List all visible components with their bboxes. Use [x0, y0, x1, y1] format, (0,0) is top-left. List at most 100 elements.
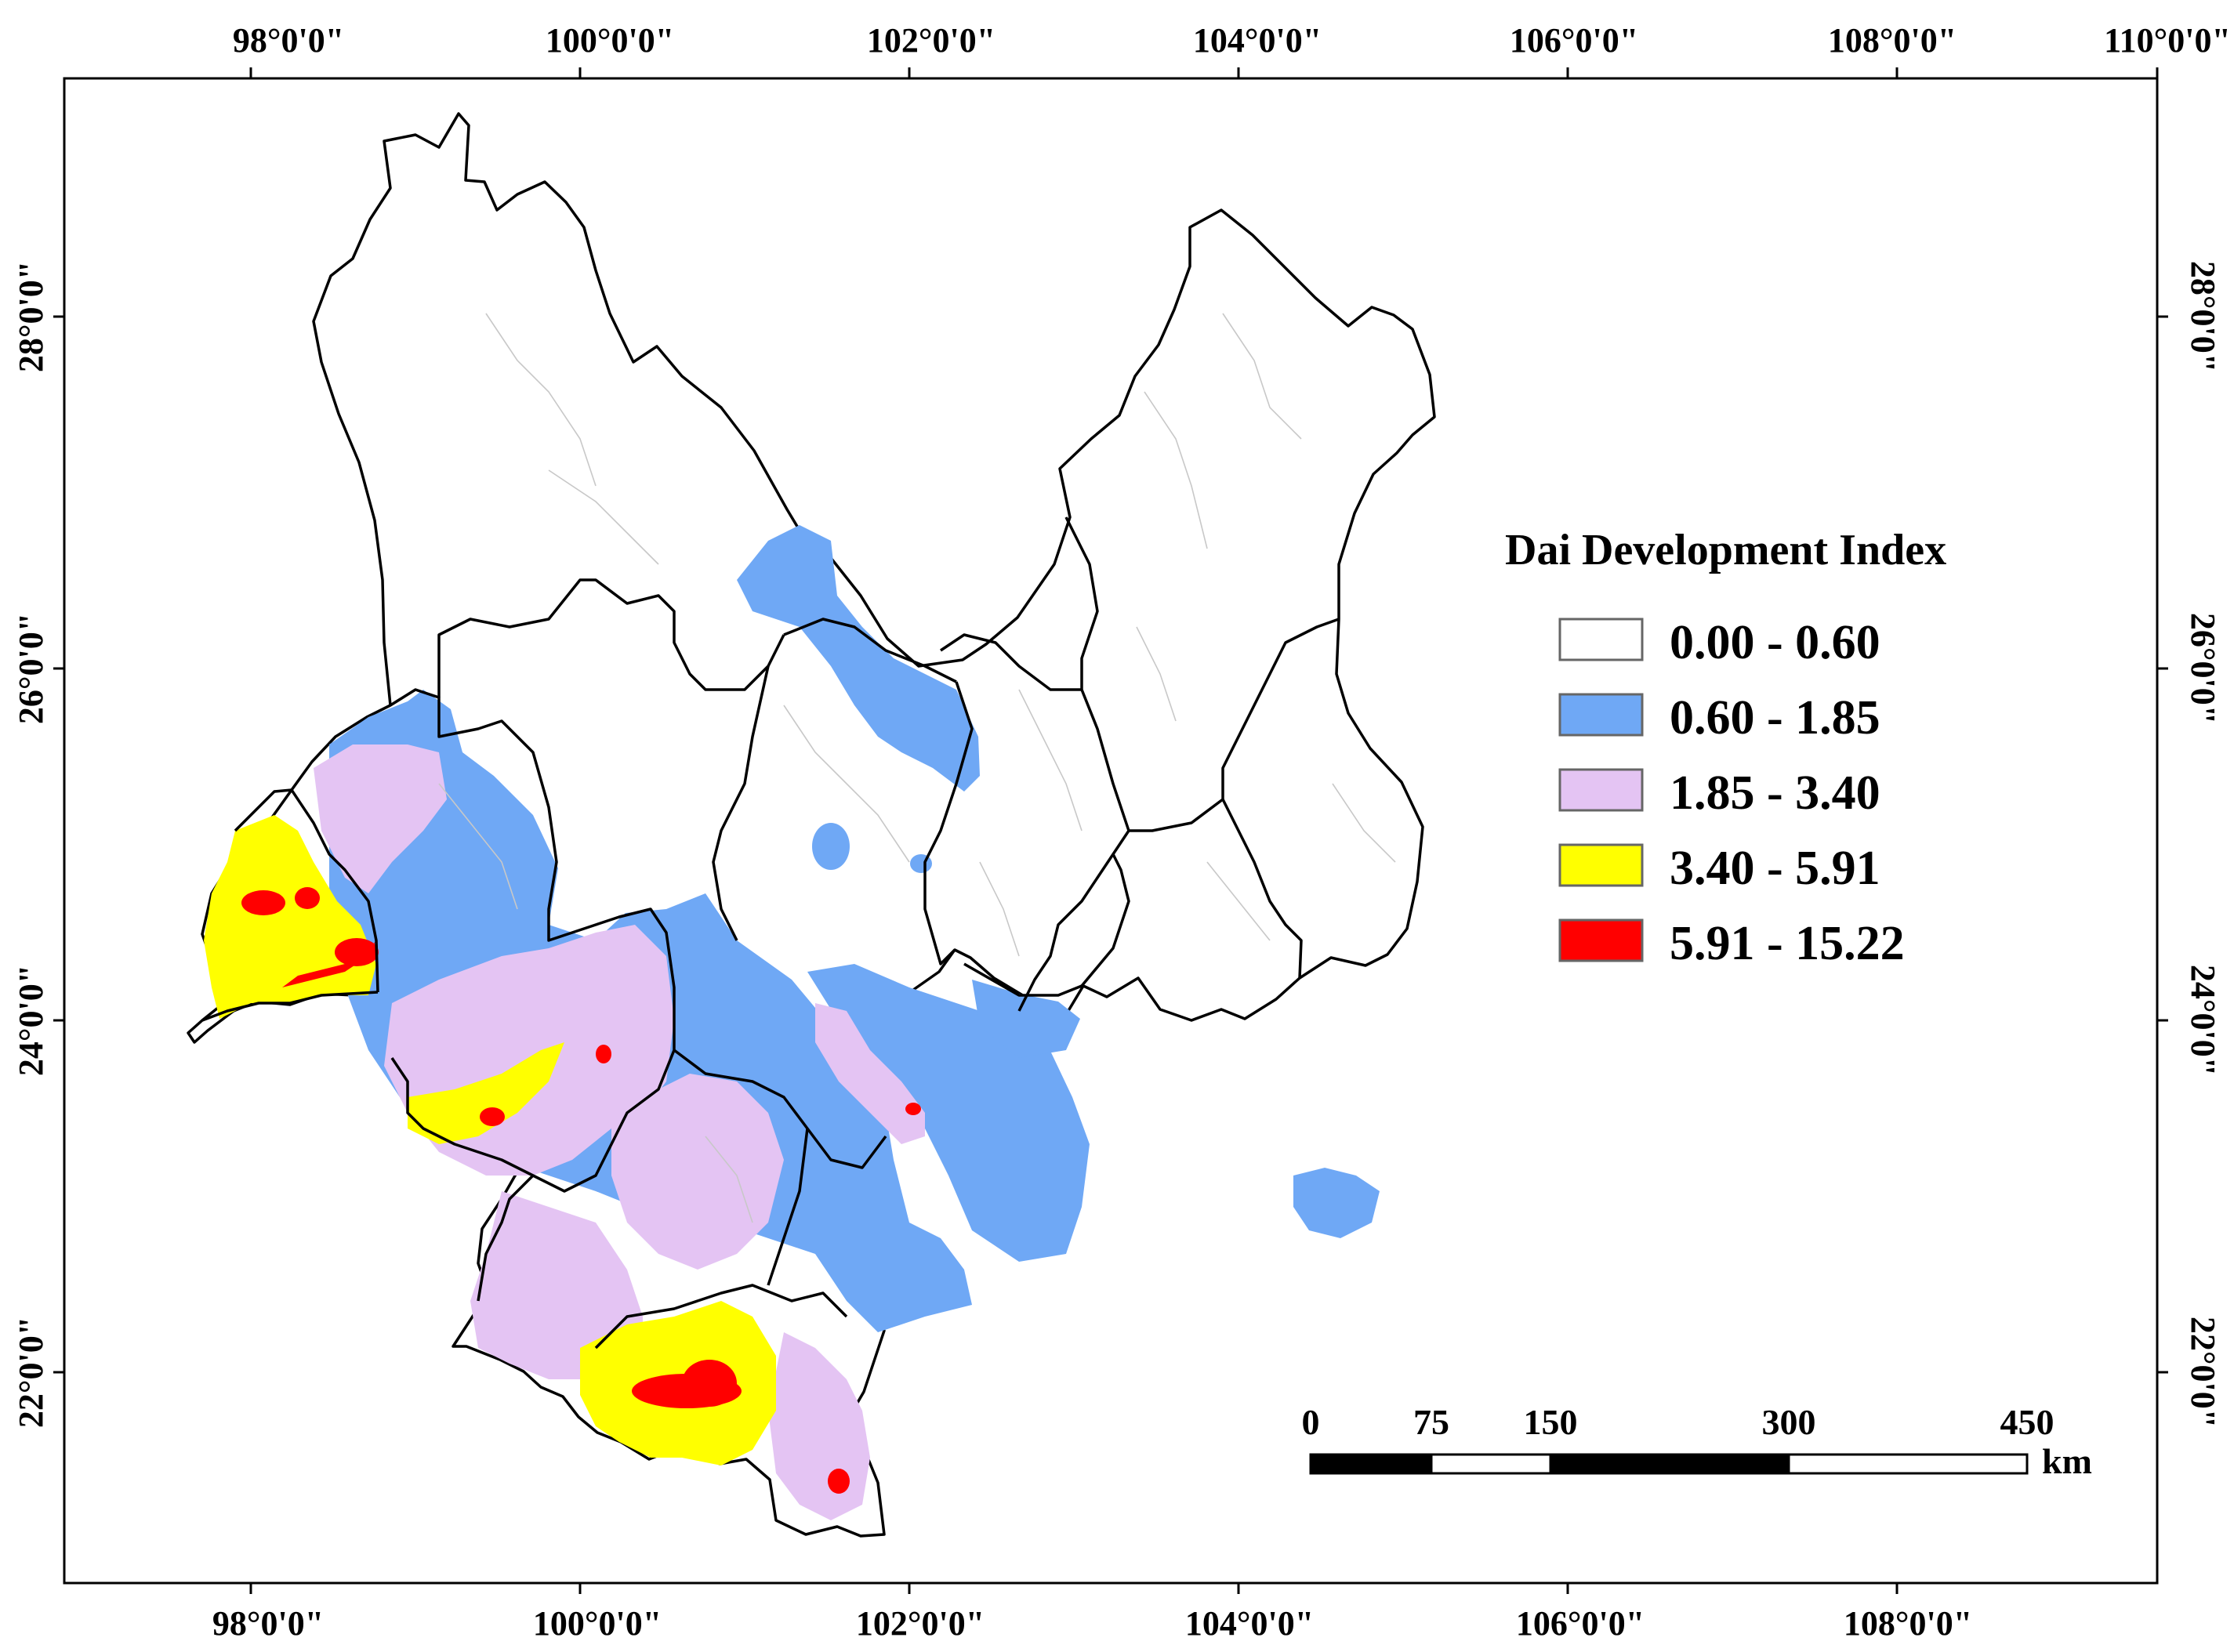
prefecture-line — [1017, 618, 1340, 1012]
right-axis-labels: 28°0'0" 26°0'0" 24°0'0" 22°0'0" — [2184, 261, 2222, 1428]
scale-tick-label: 0 — [1302, 1402, 1320, 1442]
legend-label: 5.91 - 15.22 — [1670, 917, 1905, 970]
prefecture-boundaries — [201, 516, 1340, 1349]
bottom-tick-label: 104°0'0" — [1185, 1604, 1314, 1643]
county-line — [438, 783, 518, 910]
county-line — [1206, 861, 1271, 941]
prefecture-line — [963, 962, 1083, 997]
legend-item: 5.91 - 15.22 — [1558, 917, 1905, 970]
red-hotspot — [682, 1360, 737, 1407]
bottom-tick-label: 108°0'0" — [1844, 1604, 1972, 1643]
legend-item: 0.00 - 0.60 — [1558, 616, 1880, 669]
southwest-yellow-zone — [408, 1042, 564, 1144]
prefecture-line — [290, 789, 379, 993]
legend-label: 0.60 - 1.85 — [1670, 691, 1880, 744]
county-line — [705, 1136, 753, 1223]
red-hotspot — [335, 938, 379, 966]
top-tick-label: 106°0'0" — [1510, 21, 1638, 60]
blue-spot — [812, 823, 850, 870]
north-blue-zone — [737, 525, 980, 792]
county-line — [1136, 626, 1177, 722]
county-boundaries — [438, 313, 1396, 1223]
prefecture-line — [940, 633, 1082, 691]
legend-swatch — [1558, 693, 1644, 737]
top-tick-label: 100°0'0" — [546, 21, 674, 60]
county-line — [1018, 689, 1083, 831]
tick-marks — [53, 67, 2168, 1594]
bottom-tick-label: 98°0'0" — [212, 1604, 324, 1643]
prefecture-line — [712, 665, 770, 941]
scale-segment-black — [1309, 1453, 1433, 1475]
county-line — [1332, 783, 1396, 863]
prefecture-line — [234, 788, 292, 832]
top-axis-labels: 98°0'0" 100°0'0" 102°0'0" 104°0'0" 106°0… — [233, 21, 2231, 60]
legend-label: 0.00 - 0.60 — [1670, 616, 1880, 669]
scale-tick-label: 75 — [1413, 1402, 1449, 1442]
southeast-blue-zone — [1293, 1168, 1380, 1238]
prefecture-line — [437, 578, 785, 697]
legend-item: 3.40 - 5.91 — [1558, 842, 1880, 895]
left-tick-label: 22°0'0" — [12, 1317, 50, 1428]
bottom-tick-label: 106°0'0" — [1516, 1604, 1645, 1643]
county-line — [1144, 391, 1208, 549]
right-tick-label: 26°0'0" — [2184, 613, 2222, 724]
prefecture-line — [201, 991, 379, 1022]
red-hotspot — [480, 1107, 505, 1126]
zone-medium — [314, 744, 925, 1520]
scale-tick-label: 150 — [1524, 1402, 1578, 1442]
top-tick-label: 110°0'0" — [2104, 21, 2231, 60]
legend-swatch — [1558, 843, 1644, 887]
red-hotspot — [241, 890, 285, 915]
west-lavender-zone — [314, 744, 447, 893]
scale-segment-white — [1430, 1453, 1552, 1475]
prefecture-line — [477, 1174, 535, 1302]
scale-segment-black — [1549, 1453, 1790, 1475]
legend-item: 0.60 - 1.85 — [1558, 691, 1880, 744]
scale-tick-label: 450 — [2000, 1402, 2054, 1442]
center-lavender-zone — [611, 1074, 784, 1270]
right-tick-label: 24°0'0" — [2184, 965, 2222, 1076]
red-hotspot — [282, 940, 376, 987]
legend-swatch — [1558, 768, 1644, 812]
scale-unit: km — [2042, 1441, 2092, 1481]
county-line — [783, 705, 910, 863]
legend-label: 1.85 - 3.40 — [1670, 766, 1880, 820]
left-tick-label: 24°0'0" — [12, 965, 50, 1076]
scale-segment-white — [1787, 1453, 2029, 1475]
top-tick-label: 108°0'0" — [1828, 21, 1957, 60]
prefecture-line — [783, 618, 957, 683]
legend-swatch — [1558, 618, 1644, 661]
red-hotspot — [596, 1045, 611, 1063]
scale-tick-label: 300 — [1762, 1402, 1816, 1442]
red-hotspot — [905, 1103, 921, 1115]
county-line — [485, 313, 597, 487]
prefecture-line — [767, 1128, 809, 1286]
bottom-tick-label: 100°0'0" — [533, 1604, 662, 1643]
prefecture-line — [1221, 799, 1303, 979]
scale-bar: 0 75 150 300 450 km — [1302, 1402, 2092, 1481]
top-tick-label: 104°0'0" — [1193, 21, 1322, 60]
right-tick-label: 28°0'0" — [2184, 261, 2222, 372]
county-line — [548, 469, 659, 565]
legend-swatch — [1558, 918, 1644, 962]
right-tick-label: 22°0'0" — [2184, 1317, 2222, 1428]
top-tick-label: 102°0'0" — [867, 21, 996, 60]
prefecture-line — [923, 681, 974, 965]
left-tick-label: 28°0'0" — [12, 261, 50, 372]
left-tick-label: 26°0'0" — [12, 613, 50, 724]
prefecture-line — [1080, 853, 1130, 987]
prefecture-line — [1064, 516, 1130, 831]
top-tick-label: 98°0'0" — [233, 21, 344, 60]
legend-item: 1.85 - 3.40 — [1558, 766, 1880, 820]
county-line — [979, 861, 1020, 957]
province-map — [187, 112, 1436, 1538]
east-blue-zone — [972, 980, 1080, 1058]
red-hotspot — [828, 1469, 850, 1494]
prefecture-line — [673, 1049, 887, 1169]
prefecture-line — [594, 1284, 848, 1349]
county-line — [1222, 313, 1302, 440]
red-hotspot — [295, 887, 320, 909]
zone-very-high — [241, 887, 921, 1494]
left-axis-labels: 28°0'0" 26°0'0" 24°0'0" 22°0'0" — [12, 261, 50, 1428]
